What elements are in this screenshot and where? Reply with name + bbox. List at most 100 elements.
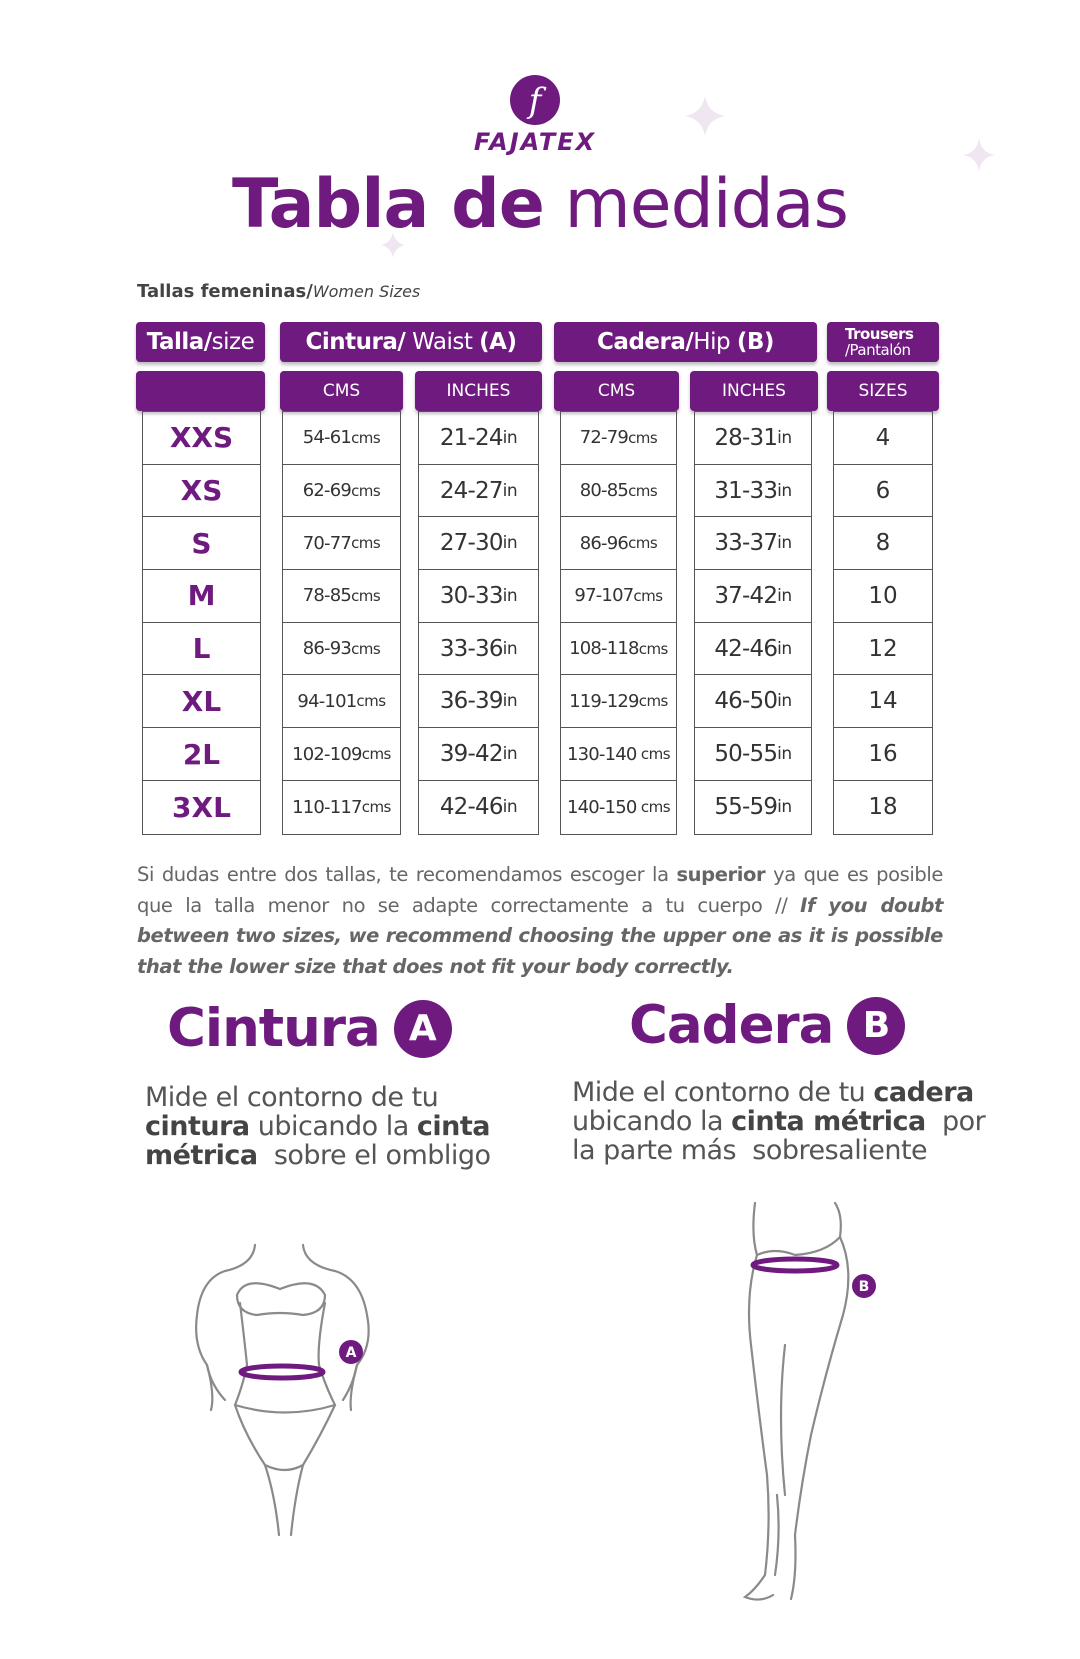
- note-text: superior: [676, 863, 766, 886]
- section-line: cintura ubicando la cinta: [145, 1111, 490, 1142]
- table-cell: 12: [834, 623, 932, 676]
- section-title: Cadera: [629, 995, 834, 1056]
- outline: [235, 1282, 327, 1317]
- size-label: XXS: [169, 421, 234, 455]
- subheader-cell: CMS: [554, 371, 679, 411]
- table-cell: XL: [143, 676, 260, 729]
- tape-band: [238, 1363, 326, 1381]
- range-value: 78-85: [302, 585, 352, 607]
- section-text: cadera: [873, 1077, 974, 1108]
- section-line: la parte más sobresaliente: [572, 1135, 928, 1166]
- range-value: 36-39: [439, 688, 504, 715]
- range-unit: cms: [638, 639, 669, 658]
- table-cell: S: [143, 517, 260, 571]
- size-label: S: [191, 526, 212, 560]
- table-cell: 62-69 cms: [283, 465, 400, 518]
- table-cell: 33-37 in: [695, 517, 811, 571]
- range-unit: cms: [351, 586, 381, 605]
- section-heading: Cadera B: [629, 995, 906, 1056]
- section-text: métrica: [145, 1140, 258, 1171]
- table-cell: 31-33 in: [695, 465, 811, 518]
- table-cell: 16: [834, 728, 932, 781]
- table-cell: 27-30 in: [419, 517, 538, 571]
- table-cell: 42-46 in: [419, 781, 538, 834]
- header-cell: Talla/size: [136, 322, 265, 362]
- range-unit: in: [777, 427, 792, 448]
- subtitle: Tallas femeninas/Women Sizes: [137, 281, 420, 302]
- range-unit: in: [502, 797, 518, 818]
- range-value: 50-55: [714, 741, 778, 768]
- subtitle-bold: Tallas femeninas/: [137, 281, 313, 302]
- section-text: sobre el ombligo: [257, 1140, 491, 1171]
- range-value: 119-129: [569, 690, 639, 712]
- note: Si dudas entre dos tallas, te recomendam…: [137, 860, 943, 982]
- table-column: 28-31 in 31-33 in 33-37 in 37-42 in 42-46 in 46-50…: [694, 411, 812, 835]
- logo-circle: [510, 75, 560, 125]
- table-cell: 86-93 cms: [283, 623, 400, 676]
- range-unit: cms: [351, 428, 381, 447]
- size-label: 2L: [182, 737, 221, 771]
- range-value: 102-109: [292, 743, 362, 765]
- trouser-size: 14: [868, 688, 898, 715]
- table-cell: 54-61 cms: [283, 412, 400, 465]
- range-value: 33-36: [439, 635, 504, 662]
- title: Tabla de medidas: [0, 165, 1080, 245]
- table-cell: M: [143, 570, 260, 623]
- logo-mark: f: [510, 75, 560, 125]
- marker: [852, 1274, 876, 1298]
- table-cell: 24-27 in: [419, 465, 538, 518]
- table-cell: 30-33 in: [419, 570, 538, 623]
- trouser-size: 16: [868, 741, 898, 768]
- marker-label: B: [859, 1279, 870, 1295]
- range-unit: cms: [356, 692, 386, 711]
- section-text: cinta métrica: [731, 1106, 926, 1137]
- range-unit: in: [502, 533, 518, 554]
- table-cell: L: [143, 623, 260, 676]
- table-cell: 10: [834, 570, 932, 623]
- range-unit: in: [777, 533, 792, 554]
- trouser-size: 10: [868, 582, 898, 609]
- range-unit: cms: [351, 639, 381, 658]
- range-value: 39-42: [439, 741, 504, 768]
- section-title: Cintura: [167, 998, 381, 1059]
- subheader-cell: INCHES: [415, 371, 542, 411]
- size-label: XL: [181, 684, 222, 718]
- table-cell: 110-117 cms: [283, 781, 400, 834]
- outline: [742, 1253, 775, 1601]
- range-unit: cms: [628, 481, 658, 500]
- header-text: Trousers: [845, 325, 914, 343]
- header-cell: Trousers/Pantalón: [827, 322, 939, 362]
- section-text: ubicando la: [249, 1111, 417, 1142]
- range-unit: cms: [351, 481, 381, 500]
- table-cell: 130-140 cms: [561, 728, 676, 781]
- range-value: 130-140: [566, 743, 637, 765]
- sparkle: [685, 96, 725, 136]
- marker: [339, 1340, 363, 1364]
- trouser-size: 8: [875, 530, 891, 557]
- subheader-cell: CMS: [280, 371, 403, 411]
- range-value: 62-69: [302, 480, 352, 502]
- range-unit: cms: [361, 798, 392, 817]
- range-unit: in: [502, 585, 518, 606]
- table-cell: 70-77 cms: [283, 517, 400, 571]
- range-value: 86-96: [579, 532, 629, 554]
- marker-label: A: [346, 1345, 357, 1361]
- subheader-cell: SIZES: [827, 371, 939, 411]
- section-heading: Cintura A: [167, 998, 452, 1059]
- size-label: 3XL: [172, 790, 231, 824]
- section-text: por: [925, 1106, 986, 1137]
- range-unit: in: [777, 638, 792, 659]
- outline: [233, 1301, 281, 1537]
- table-cell: 50-55 in: [695, 728, 811, 781]
- range-value: 37-42: [714, 582, 778, 609]
- section-text: cintura: [145, 1111, 250, 1142]
- section-line: Mide el contorno de tu cadera: [572, 1077, 974, 1108]
- section-text: la parte más sobresaliente: [572, 1135, 928, 1166]
- size-label: M: [187, 579, 216, 613]
- trouser-size: 6: [875, 477, 891, 504]
- subtitle-italic: Women Sizes: [312, 282, 421, 301]
- range-value: 55-59: [714, 794, 778, 821]
- table-cell: 18: [834, 781, 932, 834]
- outline: [263, 1463, 305, 1472]
